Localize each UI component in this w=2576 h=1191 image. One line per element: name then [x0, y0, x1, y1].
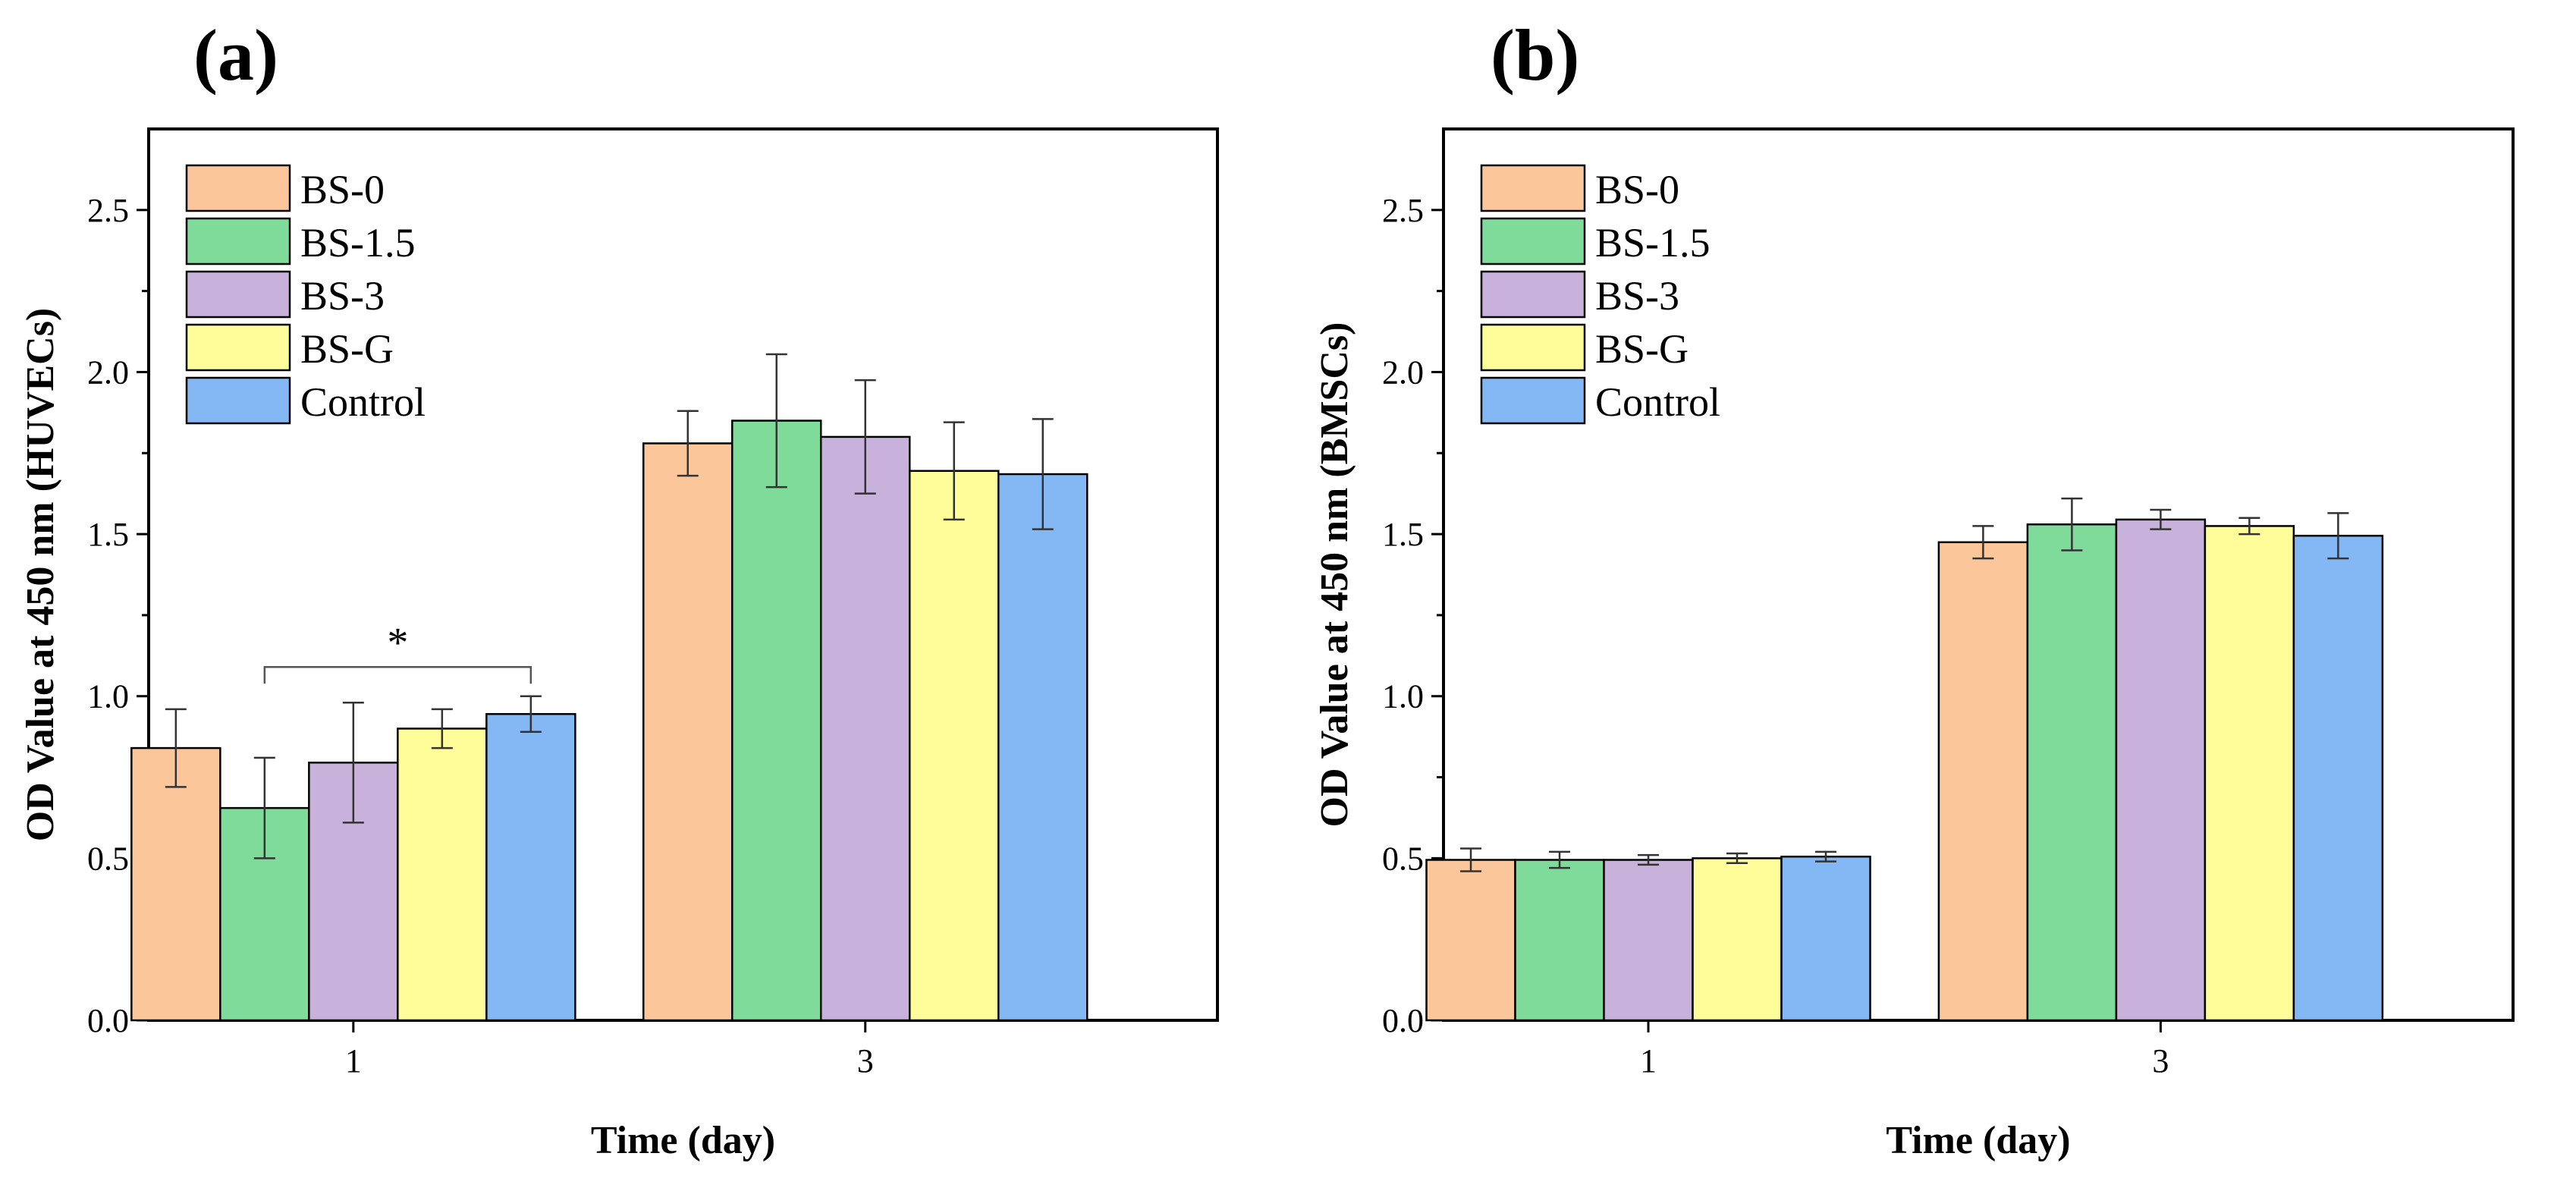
bar: [1514, 859, 1605, 1022]
chart-panel-a: (a) 0.0 0.5 1.0 1.5 2.0 2.5 1 3 * BS-0 BS-1.5 BS-3 BS…: [19, 14, 1219, 1162]
y-tick-label: 1.5: [1382, 516, 1424, 553]
bar: [2204, 525, 2295, 1022]
bar: [2026, 523, 2118, 1022]
panel-label: (b): [1491, 14, 1579, 96]
bar: [908, 470, 1000, 1022]
legend-swatch: [1480, 323, 1586, 372]
legend-label: BS-0: [300, 167, 385, 212]
x-axis-title: Time (day): [1886, 1119, 2070, 1162]
legend-swatch: [185, 376, 291, 425]
y-tick-label: 1.0: [1382, 678, 1424, 715]
bar: [1603, 859, 1694, 1022]
legend-label: BS-G: [1595, 326, 1689, 372]
legend-label: BS-3: [1595, 273, 1679, 319]
legend-swatch: [185, 270, 291, 319]
y-tick-label: 1.0: [87, 678, 129, 715]
bar: [2292, 534, 2384, 1022]
x-tick-label: 1: [1640, 1042, 1657, 1079]
y-tick-label: 2.0: [87, 354, 129, 391]
bar: [485, 712, 576, 1022]
y-tick-label: 0.0: [1382, 1002, 1424, 1039]
bar: [1780, 855, 1871, 1022]
bar: [1425, 859, 1516, 1022]
y-tick-label: 2.5: [87, 192, 129, 229]
legend-label: BS-0: [1595, 167, 1679, 212]
legend-label: Control: [300, 379, 426, 425]
legend-swatch: [1480, 270, 1586, 319]
x-tick-label: 1: [345, 1042, 362, 1079]
y-tick-label: 0.5: [87, 840, 129, 877]
legend-label: BS-1.5: [300, 220, 416, 266]
legend-swatch: [1480, 217, 1586, 266]
legend-swatch: [185, 217, 291, 266]
legend-swatch: [1480, 376, 1586, 425]
y-tick-label: 1.5: [87, 516, 129, 553]
y-axis-title: OD Value at 450 nm (HUVECs): [19, 308, 62, 842]
bar: [130, 746, 221, 1022]
legend-label: Control: [1595, 379, 1720, 425]
y-tick-label: 2.5: [1382, 192, 1424, 229]
bar: [819, 435, 911, 1022]
significance-star: *: [387, 619, 408, 666]
bar: [730, 420, 822, 1022]
legend-swatch: [185, 164, 291, 212]
legend-label: BS-1.5: [1595, 220, 1711, 266]
bar: [397, 727, 488, 1022]
bar: [1937, 541, 2029, 1022]
y-tick-label: 2.0: [1382, 354, 1424, 391]
chart-panel-b: (b) 0.0 0.5 1.0 1.5 2.0 2.5 1 3 BS-0 BS-1.5 BS-3 BS-…: [1313, 14, 2515, 1162]
legend-swatch: [185, 323, 291, 372]
significance-bracket: [263, 666, 532, 684]
legend-label: BS-3: [300, 273, 385, 319]
x-tick-label: 3: [857, 1042, 874, 1079]
legend-label: BS-G: [300, 326, 394, 372]
panel-label: (a): [193, 14, 278, 96]
bar: [997, 473, 1089, 1022]
y-tick-label: 0.5: [1382, 840, 1424, 877]
legend-swatch: [1480, 164, 1586, 212]
x-axis-title: Time (day): [591, 1119, 775, 1162]
bar: [1692, 857, 1783, 1022]
bar: [2115, 518, 2207, 1022]
bar: [642, 442, 734, 1022]
y-tick-label: 0.0: [87, 1002, 129, 1039]
y-axis-title: OD Value at 450 nm (BMSCs): [1313, 322, 1356, 828]
x-tick-label: 3: [2152, 1042, 2169, 1079]
